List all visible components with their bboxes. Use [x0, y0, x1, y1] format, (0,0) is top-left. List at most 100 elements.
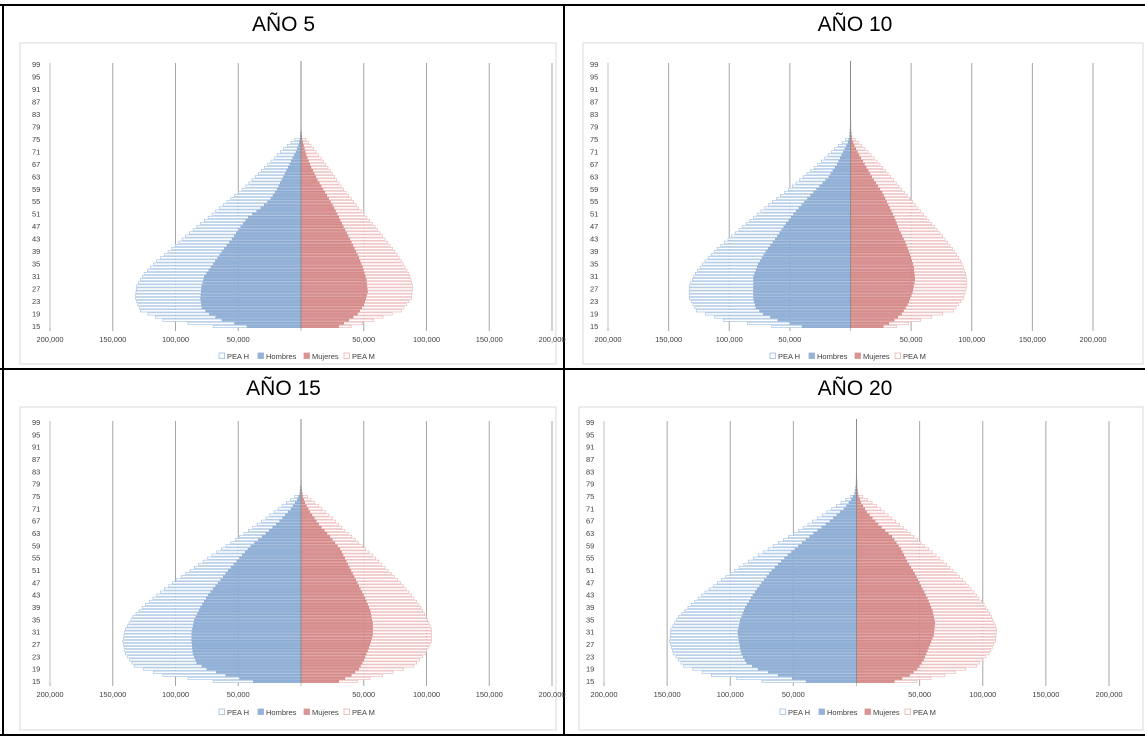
legend-label: PEA H	[778, 352, 800, 361]
bar-mujeres	[850, 187, 881, 191]
y-tick-label: 15	[590, 322, 598, 331]
bar-mujeres	[300, 529, 325, 532]
bar-hombres	[196, 661, 302, 665]
bar-hombres	[813, 191, 851, 194]
bar-hombres	[767, 670, 857, 674]
bar-mujeres	[300, 206, 335, 210]
bar-hombres	[819, 184, 851, 188]
bar-mujeres	[856, 596, 928, 600]
bar-hombres	[191, 636, 302, 640]
bar-mujeres	[300, 501, 305, 504]
bar-hombres	[767, 247, 851, 250]
y-tick-label: 51	[586, 566, 594, 575]
bar-mujeres	[300, 522, 319, 526]
bar-mujeres	[300, 225, 344, 228]
x-tick-label: 50,000	[352, 690, 375, 699]
bar-mujeres	[850, 172, 871, 175]
bar-hombres	[294, 153, 302, 157]
y-tick-label: 19	[32, 665, 40, 674]
y-tick-label: 43	[586, 591, 594, 600]
bar-mujeres	[300, 603, 368, 606]
bar-hombres	[191, 643, 302, 646]
bar-mujeres	[300, 222, 342, 225]
x-tick-label: 50,000	[908, 690, 931, 699]
bar-hombres	[201, 287, 302, 291]
bar-hombres	[252, 212, 302, 216]
bar-mujeres	[300, 664, 361, 668]
bar-hombres	[208, 269, 302, 272]
bar-hombres	[236, 231, 302, 235]
bar-mujeres	[850, 163, 865, 166]
bar-hombres	[201, 303, 302, 306]
y-tick-label: 39	[32, 247, 40, 256]
bar-hombres	[201, 306, 302, 310]
bar-mujeres	[850, 197, 886, 200]
bar-hombres	[204, 600, 302, 603]
bar-hombres	[738, 627, 857, 631]
bar-hombres	[202, 603, 302, 606]
y-tick-label: 83	[586, 467, 594, 476]
y-tick-label: 23	[586, 652, 594, 661]
y-tick-label: 67	[32, 517, 40, 526]
bar-mujeres	[850, 272, 915, 275]
bar-mujeres	[300, 547, 341, 551]
x-tick-label: 100,000	[717, 690, 744, 699]
bar-hombres	[809, 535, 857, 538]
bar-hombres	[253, 680, 302, 683]
bar-mujeres	[850, 175, 872, 179]
bar-hombres	[764, 578, 857, 582]
legend-swatch-pea-h	[218, 352, 225, 359]
y-tick-label: 91	[32, 85, 40, 94]
bar-hombres	[206, 667, 302, 671]
bar-mujeres	[856, 547, 901, 551]
bar-hombres	[222, 575, 302, 578]
bar-hombres	[744, 658, 857, 662]
bar-mujeres	[850, 312, 902, 316]
bar-hombres	[746, 661, 857, 665]
bar-hombres	[261, 535, 302, 538]
bar-mujeres	[856, 603, 930, 606]
y-tick-label: 91	[590, 85, 598, 94]
bar-mujeres	[850, 262, 913, 266]
bar-hombres	[753, 297, 851, 300]
bar-hombres	[771, 569, 857, 572]
bar-hombres	[753, 290, 851, 294]
bar-hombres	[195, 615, 302, 619]
x-tick-label: 200,000	[594, 335, 621, 344]
bar-hombres	[838, 159, 851, 163]
bar-hombres	[787, 553, 857, 557]
bar-hombres	[242, 553, 302, 557]
bar-hombres	[212, 587, 302, 591]
bar-mujeres	[300, 178, 318, 182]
bar-mujeres	[856, 510, 867, 514]
bar-mujeres	[856, 569, 913, 572]
legend-swatch-pea-m	[343, 708, 350, 715]
bar-mujeres	[300, 303, 364, 306]
bar-mujeres	[300, 661, 363, 665]
bar-mujeres	[856, 590, 925, 594]
bar-hombres	[292, 156, 302, 160]
bar-mujeres	[850, 300, 909, 303]
bar-mujeres	[856, 612, 934, 615]
x-tick-label: 200,000	[538, 690, 565, 699]
bar-mujeres	[850, 259, 912, 263]
x-tick-label: 200,000	[1095, 690, 1122, 699]
x-tick-label: 50,000	[782, 690, 805, 699]
y-tick-label: 27	[32, 640, 40, 649]
bar-mujeres	[850, 278, 915, 281]
bar-mujeres	[856, 581, 920, 585]
legend-label: PEA M	[903, 352, 926, 361]
bar-mujeres	[300, 643, 370, 646]
legend-label: Hombres	[266, 708, 297, 717]
bar-mujeres	[300, 559, 347, 563]
y-tick-label: 47	[32, 222, 40, 231]
bar-mujeres	[850, 309, 904, 313]
y-tick-label: 75	[590, 135, 598, 144]
bar-mujeres	[850, 206, 890, 210]
x-tick-label: 50,000	[352, 335, 375, 344]
x-tick-label: 100,000	[413, 335, 440, 344]
legend-swatch-pea-m	[343, 352, 350, 359]
bar-hombres	[200, 293, 302, 297]
bar-hombres	[246, 325, 302, 328]
bar-mujeres	[856, 643, 930, 646]
